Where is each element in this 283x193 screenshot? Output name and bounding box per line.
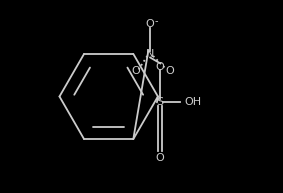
Text: O: O: [155, 153, 164, 163]
Text: -: -: [155, 16, 158, 26]
Text: N: N: [146, 49, 154, 59]
Text: OH: OH: [184, 97, 201, 107]
Text: O: O: [165, 66, 174, 76]
Text: O: O: [146, 19, 155, 29]
Text: S: S: [156, 97, 163, 107]
Text: O: O: [155, 62, 164, 72]
Text: O: O: [131, 66, 140, 76]
